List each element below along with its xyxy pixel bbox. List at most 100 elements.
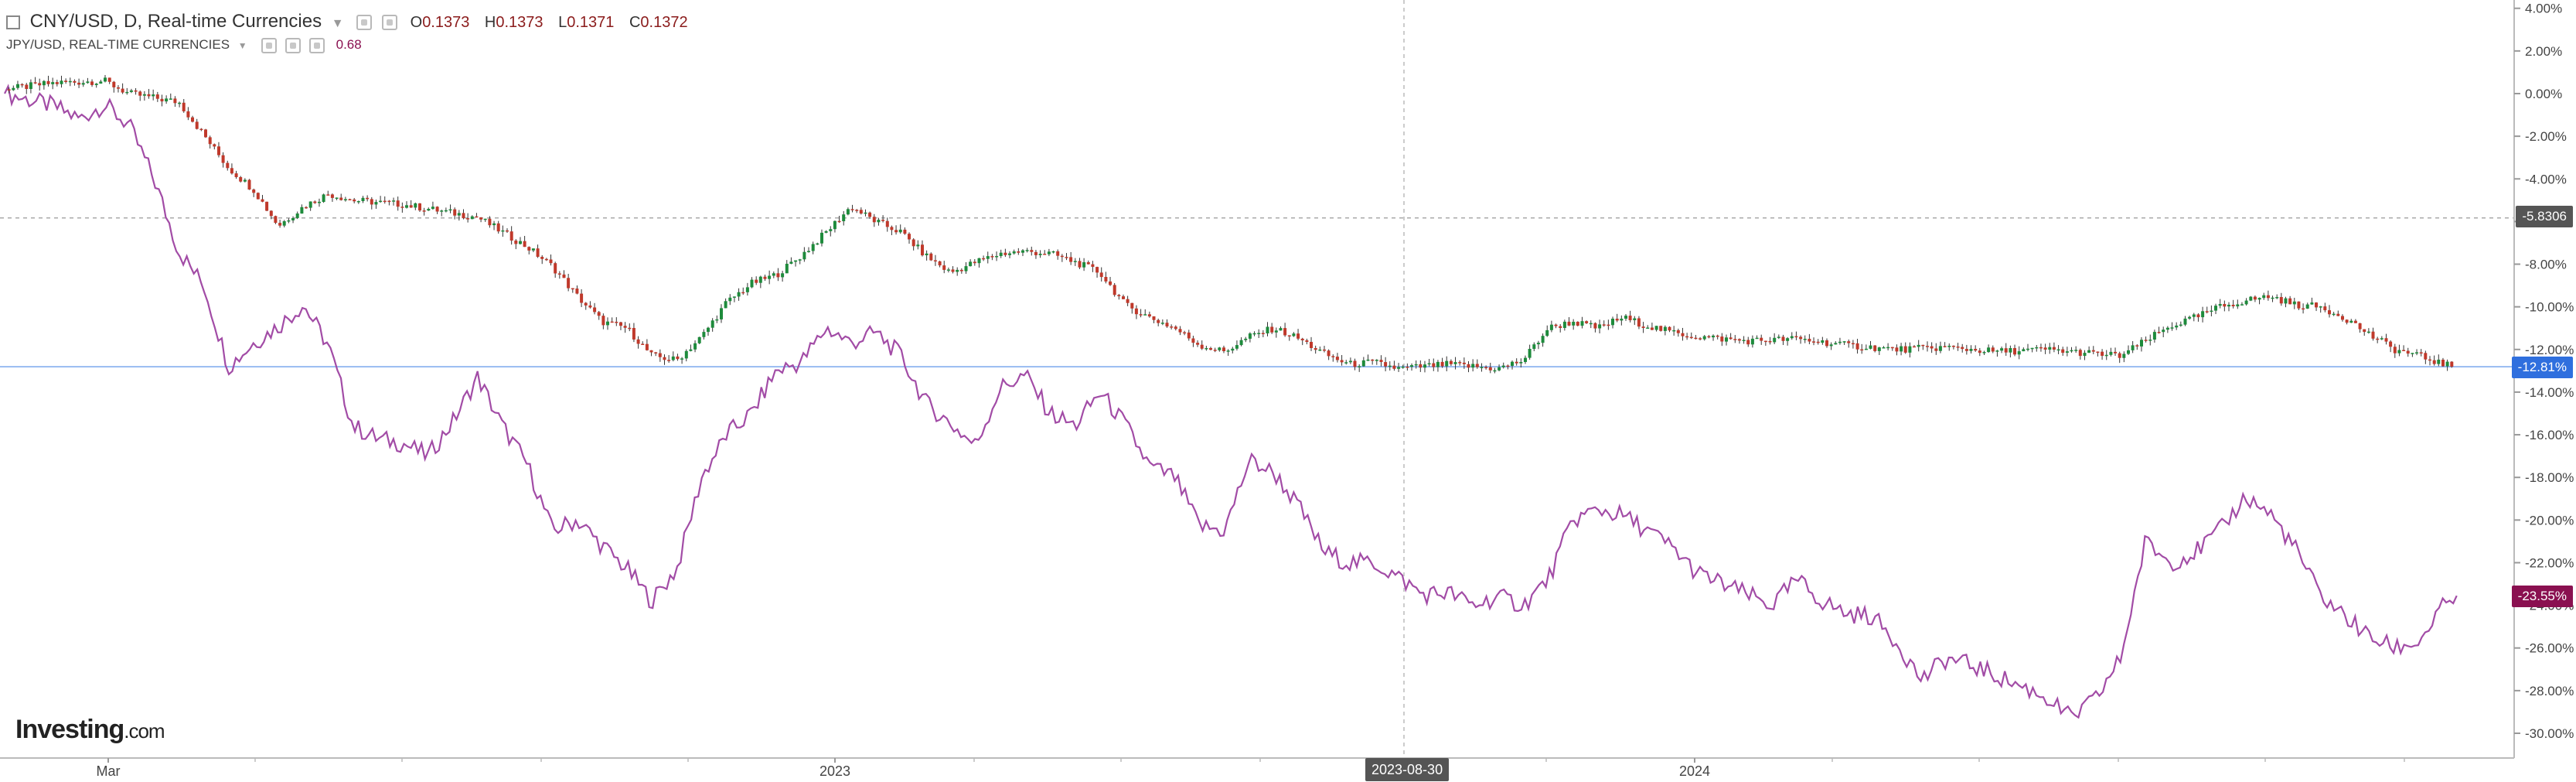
chevron-down-icon[interactable]: ▼ [331,17,344,30]
settings-icon[interactable] [356,14,373,30]
candle-up [1401,367,1405,368]
candle-down [859,210,863,214]
candle-down [1060,255,1064,258]
main-symbol-title[interactable]: CNY/USD, D, Real-time Currencies [29,11,322,32]
candle-down [1440,361,1444,367]
candle-down [894,230,898,233]
candle-down [628,327,632,330]
candle-down [2297,301,2301,309]
candle-up [1480,367,1484,368]
candle-down [1091,264,1095,267]
candle-up [1025,250,1029,251]
candle-down [230,168,233,174]
candle-down [527,247,531,251]
candle-down [2363,329,2366,333]
candle-up [2030,347,2034,350]
candle-up [1361,360,1365,367]
candle-down [2393,347,2397,353]
candle-down [1086,262,1090,265]
candle-down [261,199,264,202]
candle-down [1812,341,1815,343]
candle-down [213,144,216,147]
candle-down [435,207,439,212]
candle-up [243,179,247,182]
candle-down [1781,336,1785,341]
candle-down [850,209,854,210]
candle-down [1637,318,1641,327]
candle-up [1205,348,1208,350]
candle-down [1353,360,1357,367]
candle-down [1327,350,1331,357]
collapse-icon[interactable] [6,15,20,29]
candle-down [339,197,343,200]
candle-up [1008,253,1011,255]
candle-down [1323,349,1326,351]
candle-down [540,257,544,259]
candle-down [1165,323,1169,327]
candle-up [68,80,72,83]
candle-down [951,269,955,272]
candle-down [1506,365,1510,367]
crosshair-price-tag: -5.8306 [2516,206,2573,227]
candle-down [1716,335,1719,337]
candle-up [142,94,146,96]
close-icon[interactable] [308,37,325,53]
y-tick-label: -28.00% [2525,684,2574,698]
candle-down [191,117,194,122]
candle-up [737,292,741,297]
hide-icon[interactable] [285,37,302,53]
candle-up [794,260,798,262]
candle-down [422,210,426,212]
candle-down [1139,314,1143,316]
candle-down [2288,298,2292,305]
candle-down [1895,347,1899,352]
candle-down [1157,319,1160,323]
candle-down [2231,305,2235,306]
candle-down [1873,345,1877,351]
candle-down [562,274,566,278]
candle-down [269,210,273,217]
candle-up [2218,304,2222,306]
candle-up [1702,336,1706,340]
candle-up [2183,318,2187,325]
candle-down [1314,348,1317,350]
candle-up [2319,306,2322,308]
hide-icon[interactable] [381,14,397,30]
candle-down [387,200,391,203]
candle-down [1078,261,1082,268]
candle-down [623,326,627,328]
candle-up [2070,350,2073,352]
candle-up [1877,347,1881,351]
chevron-down-icon[interactable]: ▼ [237,40,247,51]
candle-up [1803,339,1807,340]
compare-symbol-title[interactable]: JPY/USD, REAL-TIME CURRENCIES [6,37,230,52]
candle-down [134,90,138,92]
candle-up [2284,298,2288,304]
candle-up [2122,353,2126,358]
candle-up [2022,349,2026,352]
candle-up [1725,337,1728,342]
candle-up [519,241,522,244]
high-value: 0.1373 [496,14,543,31]
candle-down [1794,336,1798,338]
candle-up [1777,336,1780,338]
candle-down [265,201,269,211]
candle-down [1305,340,1309,342]
investing-logo: Investing.com [15,715,165,745]
candle-up [99,81,103,84]
candle-up [1501,365,1505,367]
candle-down [2096,351,2100,353]
candle-up [2000,348,2004,351]
y-tick-label: -8.00% [2525,258,2567,272]
candle-down [1808,339,1811,342]
candle-up [2271,297,2274,299]
candle-down [2328,310,2331,315]
x-tick-label: Mar [97,763,121,779]
candle-down [1956,347,1960,348]
settings-icon[interactable] [261,37,278,53]
candle-up [1672,330,1676,332]
x-tick-label: 2023 [819,763,850,779]
candle-up [1633,318,1637,320]
candle-down [2315,302,2318,308]
